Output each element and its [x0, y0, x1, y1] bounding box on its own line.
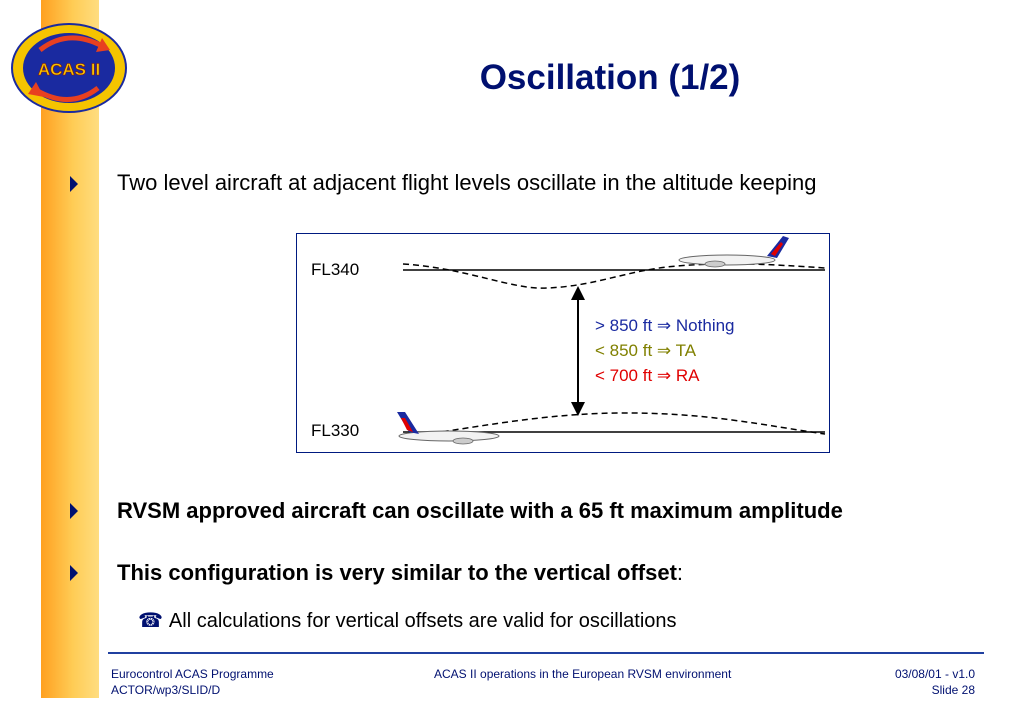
sub-bullet: ☎ All calculations for vertical offsets a… [138, 608, 677, 633]
logo-text: ACAS II [38, 60, 100, 79]
lower-aircraft-icon [397, 412, 500, 445]
legend-nothing: > 850 ft ⇒ Nothing [595, 316, 735, 335]
footer-divider [108, 652, 984, 654]
bullet-arrow-icon [70, 176, 78, 192]
bullet-1-text: Two level aircraft at adjacent flight le… [117, 170, 817, 195]
footer-right-line2: Slide 28 [931, 683, 975, 697]
footer-center: ACAS II operations in the European RVSM … [434, 667, 732, 681]
bullet-arrow-icon [70, 565, 78, 581]
acas-logo: ACAS II [11, 23, 127, 113]
upper-oscillation-path [402, 263, 826, 289]
footer-right-line1: 03/08/01 - v1.0 [894, 667, 975, 681]
sub-bullet-text: All calculations for vertical offsets ar… [168, 610, 677, 632]
legend-ta: < 850 ft ⇒ TA [595, 341, 697, 360]
bullet-2-text: RVSM approved aircraft can oscillate wit… [117, 498, 843, 523]
oscillation-diagram: FL340 FL330 > 850 ft ⇒ Nothing < 850 ft … [296, 233, 830, 453]
bullet-3-suffix: : [676, 560, 684, 585]
orange-sidebar [41, 0, 99, 698]
phone-icon: ☎ [138, 610, 163, 632]
footer-left-line1: Eurocontrol ACAS Programme [111, 667, 274, 681]
fl340-label: FL340 [311, 260, 360, 279]
upper-aircraft-icon [678, 236, 789, 268]
bullet-3: This configuration is very similar to th… [117, 560, 683, 586]
fl330-label: FL330 [311, 421, 360, 440]
bullet-arrow-icon [70, 503, 78, 519]
lower-oscillation-path [402, 412, 826, 437]
diagram-drawing [397, 236, 826, 445]
bullet-3-text: This configuration is very similar to th… [117, 560, 677, 585]
legend-ra: < 700 ft ⇒ RA [595, 366, 700, 385]
footer-left-line2: ACTOR/wp3/SLID/D [111, 683, 221, 697]
slide-title: Oscillation (1/2) [479, 58, 741, 97]
